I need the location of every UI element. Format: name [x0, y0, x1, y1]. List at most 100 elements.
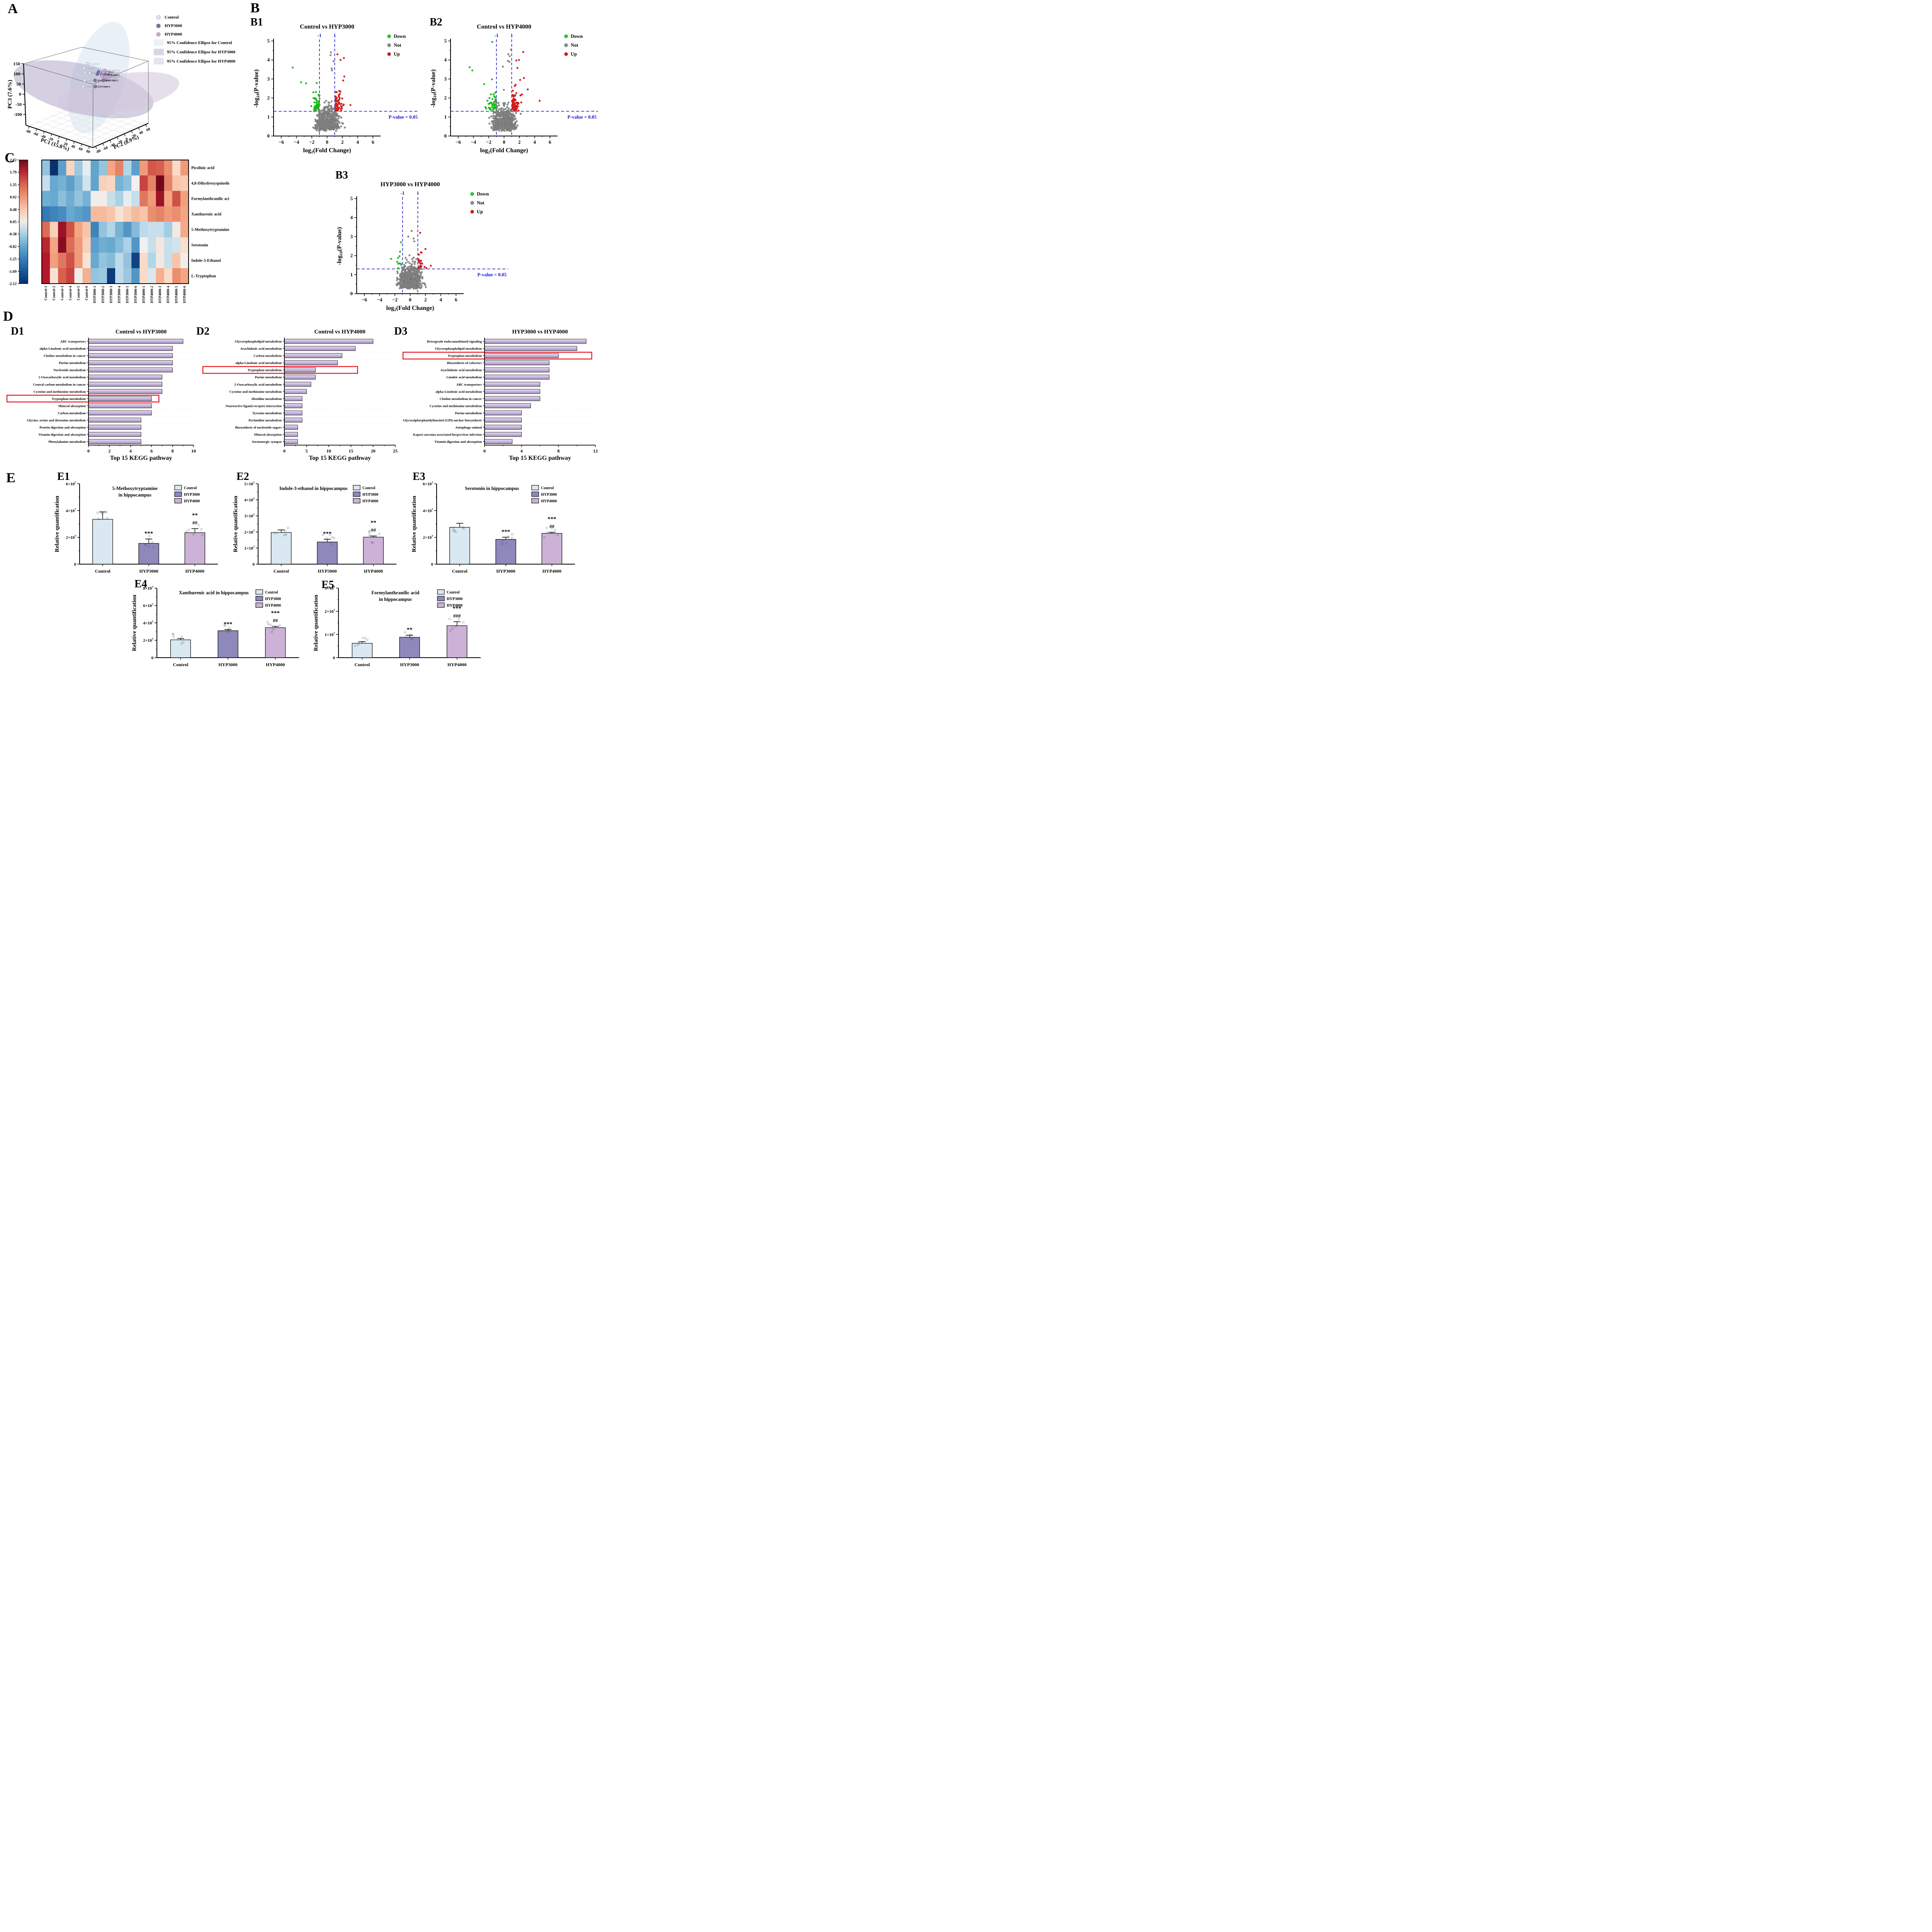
svg-text:☆: ☆ — [505, 542, 508, 546]
svg-text:HYP4000: HYP4000 — [184, 499, 200, 503]
svg-text:alpha-Linolenic acid metabolis: alpha-Linolenic acid metabolism — [435, 389, 482, 393]
svg-text:Control: Control — [354, 662, 370, 667]
svg-text:3×107: 3×107 — [244, 513, 255, 519]
svg-text:☆: ☆ — [457, 617, 461, 621]
svg-text:4: 4 — [439, 297, 442, 303]
svg-text:0: 0 — [326, 139, 328, 145]
svg-text:P-value = 0.05: P-value = 0.05 — [477, 272, 507, 277]
svg-text:Biosynthesis of cofactors: Biosynthesis of cofactors — [447, 361, 482, 365]
svg-text:-100: -100 — [14, 112, 22, 117]
svg-text:HYP3000-4: HYP3000-4 — [117, 286, 121, 303]
svg-text:3: 3 — [444, 76, 447, 82]
svg-text:☆: ☆ — [370, 541, 374, 545]
svg-text:HYP3000-3: HYP3000-3 — [106, 80, 119, 82]
svg-text:5: 5 — [444, 38, 447, 44]
svg-text:Vitamin digestion and absorpti: Vitamin digestion and absorption — [38, 433, 86, 437]
svg-text:##: ## — [549, 523, 555, 529]
svg-text:Control vs HYP4000: Control vs HYP4000 — [314, 329, 365, 335]
svg-text:HYP3000-6: HYP3000-6 — [98, 86, 111, 88]
volcano-plot-hyp3000-vs-hyp4000: -1 1 P-value = 0.05 −6 −4 −2 0 2 4 6 0 1 2 3 4 5 HYP3000… — [330, 165, 512, 322]
svg-text:☆: ☆ — [225, 630, 229, 634]
svg-text:Control-3: Control-3 — [60, 286, 64, 301]
svg-text:☆: ☆ — [172, 633, 175, 637]
svg-text:Control-4: Control-4 — [85, 86, 95, 88]
svg-text:Arachidonic acid metabolism: Arachidonic acid metabolism — [240, 347, 282, 350]
svg-text:☆: ☆ — [283, 533, 286, 537]
svg-text:☆: ☆ — [328, 533, 332, 537]
svg-text:HYP3000-5: HYP3000-5 — [126, 286, 129, 303]
svg-text:4×107: 4×107 — [66, 508, 76, 513]
svg-text:☆: ☆ — [185, 529, 188, 534]
svg-text:Control-3: Control-3 — [86, 68, 96, 70]
svg-text:☆: ☆ — [152, 546, 155, 550]
svg-text:0: 0 — [151, 656, 154, 660]
svg-text:-80: -80 — [25, 129, 31, 134]
svg-text:in hippocampus: in hippocampus — [119, 492, 151, 498]
svg-text:20: 20 — [63, 141, 68, 147]
svg-text:P-value = 0.05: P-value = 0.05 — [567, 114, 597, 120]
svg-text:-1: -1 — [400, 190, 405, 196]
svg-text:Central carbon metabolism in c: Central carbon metabolism in cancer — [33, 383, 86, 386]
svg-text:☆: ☆ — [448, 617, 451, 621]
svg-text:Relative quantification: Relative quantification — [313, 594, 319, 651]
svg-text:Down: Down — [571, 34, 583, 39]
svg-text:5: 5 — [267, 38, 270, 44]
svg-text:1: 1 — [417, 190, 419, 196]
svg-text:Down: Down — [394, 34, 406, 39]
svg-text:Tyrosine metabolism: Tyrosine metabolism — [252, 411, 282, 415]
svg-text:☆: ☆ — [510, 536, 514, 540]
svg-text:HYP4000-6: HYP4000-6 — [182, 286, 186, 303]
svg-text:☆: ☆ — [454, 530, 457, 534]
svg-text:Arachidonic acid metabolism: Arachidonic acid metabolism — [440, 368, 482, 372]
svg-text:2×107: 2×107 — [66, 534, 76, 540]
svg-text:4,8-Dihydroxyquinoline: 4,8-Dihydroxyquinoline — [191, 182, 229, 186]
figure: A B B1 B2 B3 C D D1 D2 D3 E E1 E2 E3 E4 … — [0, 0, 602, 681]
svg-text:1×107: 1×107 — [244, 545, 255, 551]
svg-text:HYP3000: HYP3000 — [447, 597, 463, 601]
svg-text:−6: −6 — [456, 139, 461, 145]
svg-text:☆: ☆ — [180, 635, 184, 639]
svg-text:-60: -60 — [102, 146, 109, 151]
svg-text:Up: Up — [477, 209, 483, 214]
svg-text:☆: ☆ — [356, 643, 360, 647]
svg-text:HYP3000 vs HYP4000: HYP3000 vs HYP4000 — [512, 329, 568, 335]
svg-text:☆: ☆ — [368, 533, 371, 537]
svg-text:4×107: 4×107 — [143, 620, 153, 626]
svg-text:−6: −6 — [279, 139, 284, 145]
svg-text:☆: ☆ — [227, 626, 231, 630]
svg-text:HYP3000: HYP3000 — [184, 493, 200, 497]
svg-text:-log10(P-value): -log10(P-value) — [336, 227, 344, 265]
svg-text:☆: ☆ — [105, 510, 108, 515]
svg-text:HYP4000: HYP4000 — [541, 499, 557, 503]
svg-text:12: 12 — [593, 448, 598, 454]
svg-text:HYP4000: HYP4000 — [265, 604, 281, 608]
svg-text:4: 4 — [350, 214, 353, 220]
svg-text:-20: -20 — [48, 136, 54, 142]
svg-text:☆: ☆ — [332, 536, 336, 541]
panel-b-label: B — [250, 0, 260, 15]
svg-text:−4: −4 — [294, 139, 299, 145]
svg-text:☆: ☆ — [223, 624, 226, 628]
svg-text:HYP3000: HYP3000 — [541, 493, 557, 497]
svg-text:***: *** — [452, 605, 461, 612]
svg-text:Top 15 KEGG pathway: Top 15 KEGG pathway — [309, 455, 371, 461]
svg-text:Choline metabolism in cancer: Choline metabolism in cancer — [440, 397, 482, 401]
svg-text:0: 0 — [431, 562, 434, 567]
svg-text:95% Confidence Ellipse for HYP: 95% Confidence Ellipse for HYP3000 — [167, 50, 236, 54]
svg-text:Not: Not — [394, 43, 401, 48]
svg-text:1: 1 — [510, 32, 513, 38]
svg-text:2: 2 — [518, 139, 521, 145]
panel-b2-label: B2 — [430, 16, 442, 28]
svg-text:10: 10 — [327, 448, 331, 454]
svg-text:☆: ☆ — [330, 542, 333, 546]
svg-text:6×107: 6×107 — [143, 603, 153, 608]
svg-text:log2(Fold Change): log2(Fold Change) — [480, 147, 528, 155]
svg-text:10: 10 — [191, 448, 196, 454]
svg-text:Mineral absorption: Mineral absorption — [58, 404, 86, 408]
svg-text:☆: ☆ — [197, 523, 201, 527]
svg-text:HYP3000: HYP3000 — [218, 662, 237, 667]
svg-text:0: 0 — [333, 656, 335, 660]
svg-text:##: ## — [371, 527, 376, 533]
bar-chart-xanthurenic-acid: 0 2×107 4×107 6×107 8×107 ☆ ☆ ☆ ☆ ☆ ☆ Control ☆ ☆ ☆ ☆ ☆ ☆… — [128, 583, 305, 680]
svg-text:HYP4000-1: HYP4000-1 — [108, 76, 120, 79]
